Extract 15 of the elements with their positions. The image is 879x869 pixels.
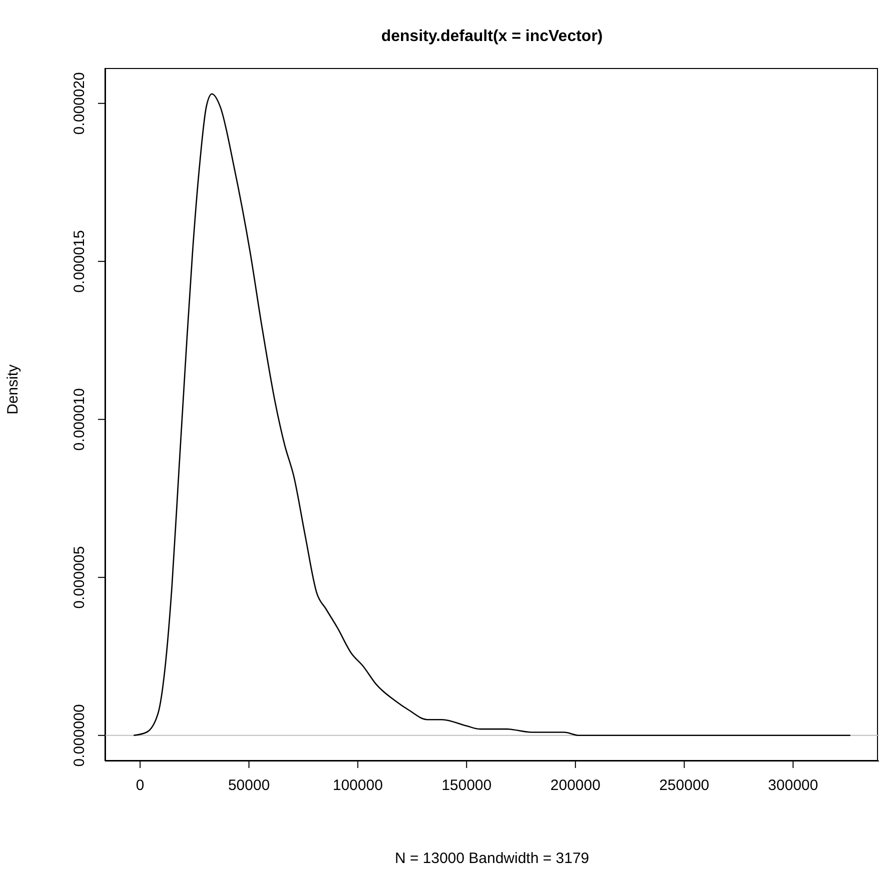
y-tick-label: 0.000010 [71, 388, 88, 451]
x-tick-label: 200000 [550, 777, 600, 794]
chart-title: density.default(x = incVector) [380, 28, 604, 46]
y-tick-label: 0.000015 [71, 230, 88, 293]
y-tick-label: 0.000020 [71, 72, 88, 135]
x-tick-label: 0 [136, 777, 144, 794]
x-axis-title: N = 13000 Bandwidth = 3179 [394, 850, 590, 867]
x-tick-label: 150000 [442, 777, 492, 794]
x-tick-label: 100000 [332, 777, 383, 794]
y-tick-label: 0.000005 [71, 546, 88, 609]
x-tick-label: 50000 [228, 777, 270, 794]
y-axis-title: Density [4, 364, 22, 414]
x-tick-label: 250000 [659, 777, 710, 794]
x-tick-label: 300000 [768, 777, 818, 794]
y-tick-label: 0.000000 [71, 704, 88, 767]
